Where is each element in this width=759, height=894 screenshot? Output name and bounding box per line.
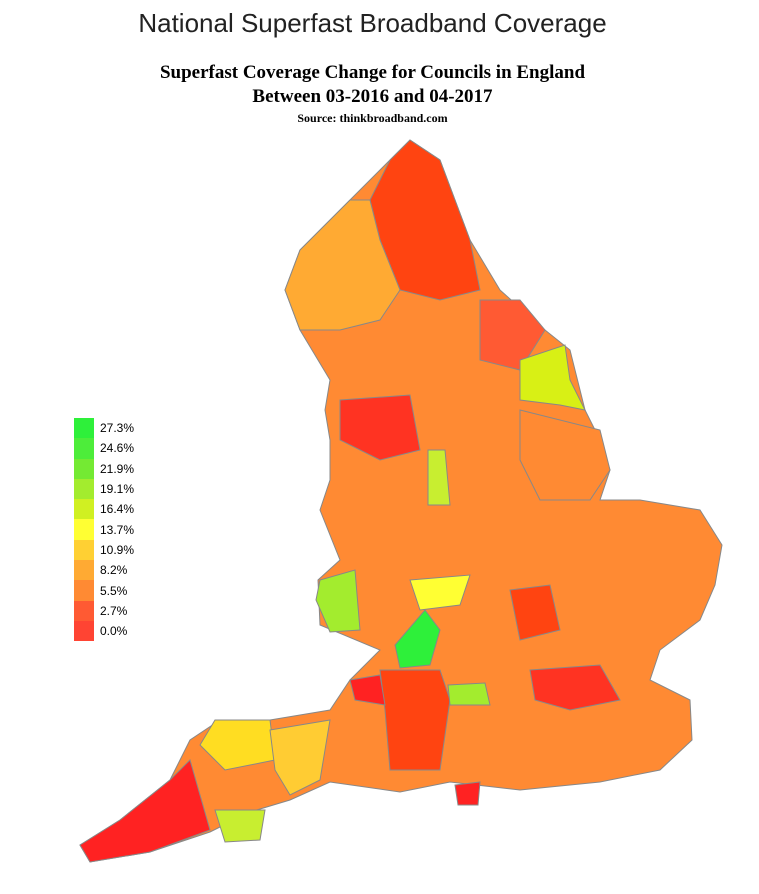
legend-swatch [74,499,94,520]
legend-item: 10.9% [74,539,135,561]
legend-item: 27.3% [74,418,135,439]
council [409,574,471,611]
legend-label: 8.2% [100,563,128,578]
legend-swatch [74,600,94,621]
council [199,719,276,771]
council [349,674,386,706]
council [339,394,421,461]
subtitle: Superfast Coverage Change for Councils i… [159,62,586,83]
council [529,664,621,711]
legend-swatch [74,418,94,439]
legend: 27.3% 24.6% 21.9% 19.1% 16.4% 13.7% 10.9% 8.2% 5… [74,418,135,642]
council [519,344,586,411]
council [479,299,546,371]
legend-item: 0.0% [74,620,134,642]
legend-swatch [74,519,94,540]
legend-swatch [74,438,94,459]
council [447,682,491,706]
legend-label: 13.7% [100,522,135,537]
legend-label: 0.0% [100,624,128,639]
council [269,719,331,796]
subtitle: Between 03-2016 and 04-2017 [252,86,493,107]
legend-item: 16.4% [74,499,135,520]
legend-swatch [74,580,94,601]
legend-label: 24.6% [100,441,135,456]
council [454,781,481,806]
legend-item: 2.7% [74,600,134,621]
legend-label: 27.3% [100,421,135,436]
legend-label: 16.4% [100,502,135,517]
legend-item: 5.5% [74,580,134,601]
legend-item: 8.2% [74,560,134,581]
legend-label: 5.5% [100,583,128,598]
council [509,584,561,641]
councils [79,139,723,863]
council [427,449,451,506]
council [394,609,441,669]
legend-label: 21.9% [100,461,135,476]
legend-item: 21.9% [74,458,135,479]
legend-swatch [74,478,94,500]
council [284,199,401,331]
legend-label: 19.1% [100,482,135,497]
legend-swatch [74,458,94,479]
legend-swatch [74,620,94,642]
council [519,409,611,501]
legend-label: 2.7% [100,603,128,618]
source: Source: thinkbroadband.com [297,111,448,125]
council [214,809,266,843]
council [379,669,451,771]
council [369,139,481,301]
legend-swatch [74,560,94,581]
council [79,759,211,863]
legend-item: 19.1% [74,478,135,500]
council [315,569,361,633]
legend-swatch [74,539,94,561]
legend-item: 13.7% [74,519,135,540]
legend-label: 10.9% [100,542,135,557]
legend-item: 24.6% [74,438,135,459]
title: National Superfast Broadband Coverage [138,8,607,38]
